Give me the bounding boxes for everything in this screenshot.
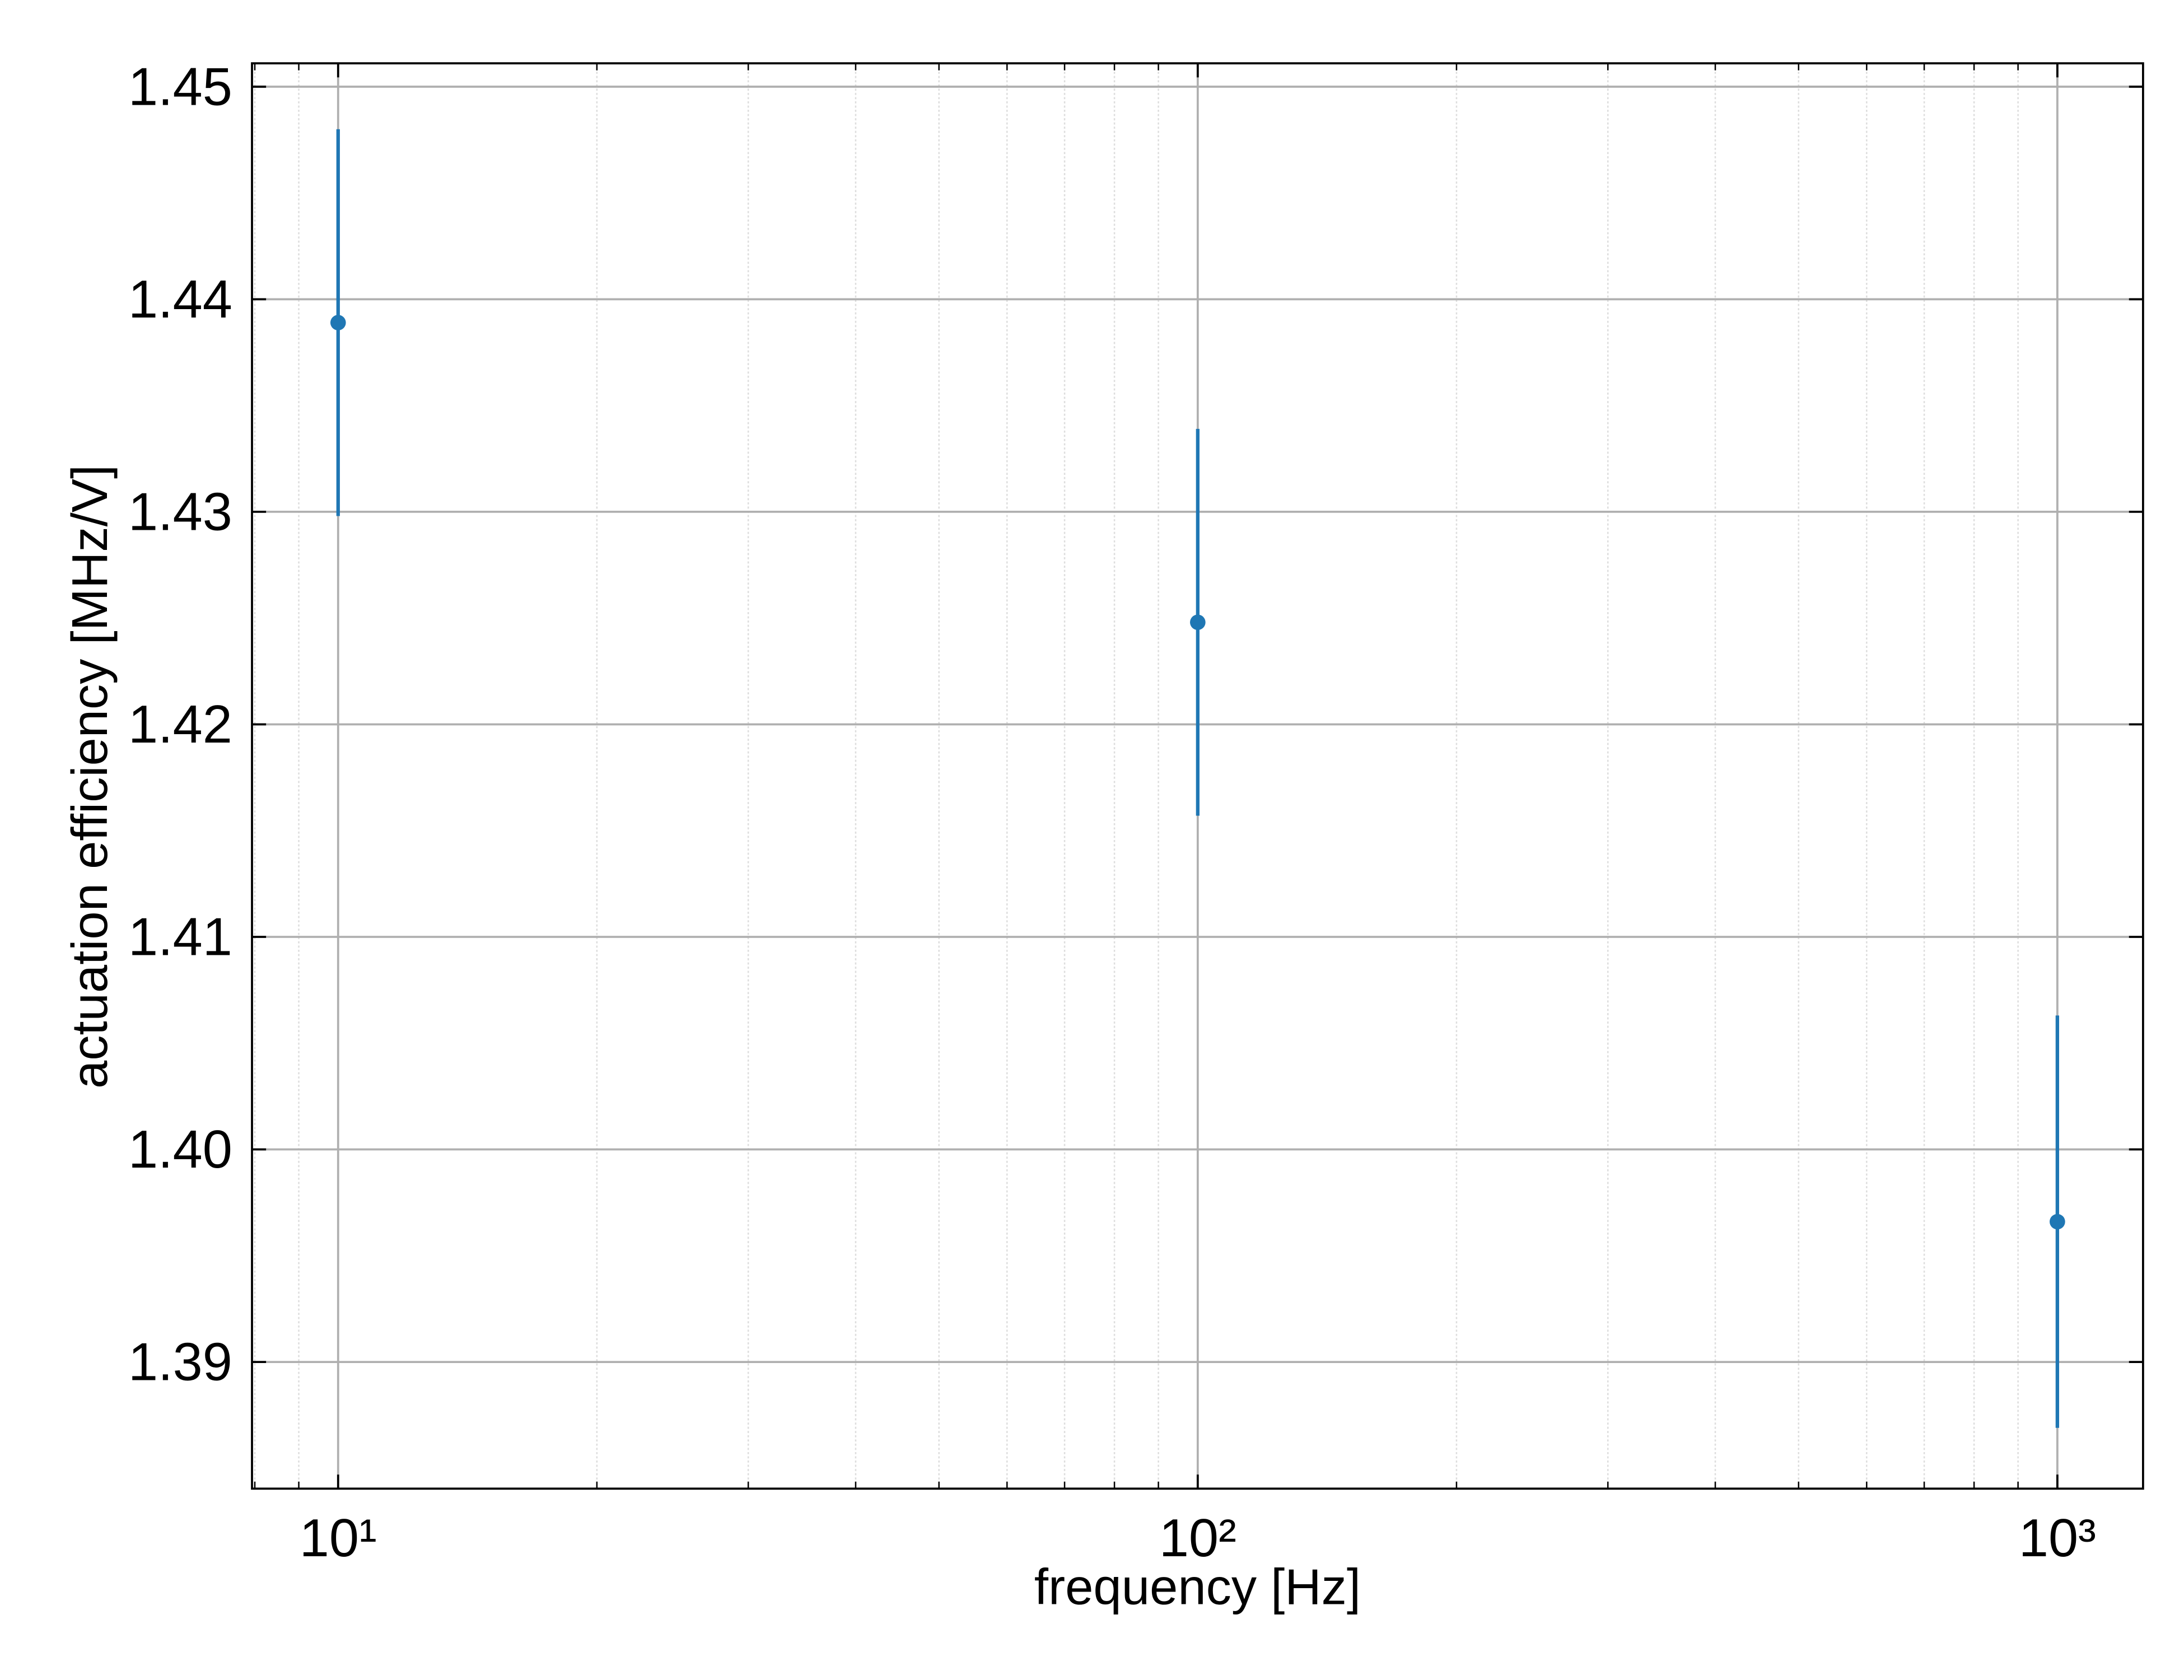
y-tick-label: 1.44 [128,270,232,329]
y-tick-label: 1.42 [128,695,232,754]
y-axis-label: actuation efficiency [MHz/V] [62,465,118,1089]
x-tick-label: 10³ [2019,1509,2096,1568]
y-tick-label: 1.43 [128,483,232,542]
marks [330,129,2065,1428]
y-tick-label: 1.41 [128,908,232,967]
x-tick-label: 10² [1159,1509,1236,1568]
x-axis-label: frequency [Hz] [1034,1558,1361,1615]
y-tick-label: 1.40 [128,1120,232,1179]
data-point [330,315,346,330]
data-point [2050,1214,2065,1230]
plot-frame [251,62,2144,1490]
x-tick-label: 10¹ [300,1509,377,1568]
y-tick-label: 1.45 [128,57,232,116]
data-point [1190,614,1206,631]
y-tick-label: 1.39 [128,1333,232,1392]
